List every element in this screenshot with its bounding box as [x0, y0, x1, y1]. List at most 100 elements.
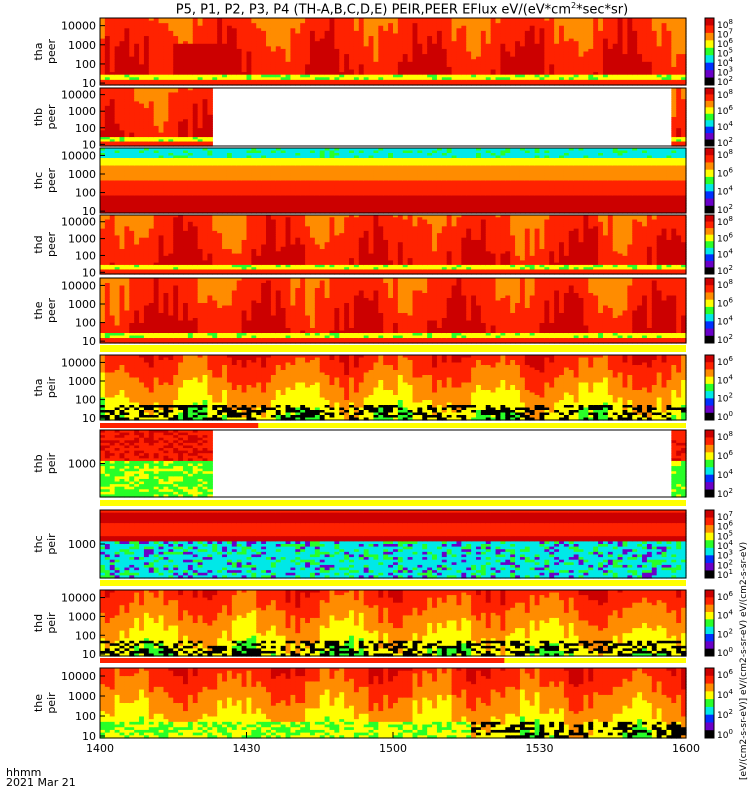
spectrogram-thc-peir	[100, 510, 687, 579]
y-tick-label: 100	[75, 629, 96, 642]
status-strip	[100, 500, 686, 506]
colorbar-unit-label: [eV/(cm2-s-sr-eV)] eV/(cm2-s-sr-eV) eV/(…	[739, 542, 749, 780]
y-axis: 10000 1000 100 10 the peer	[32, 279, 105, 348]
spectrogram-tha-peir	[100, 355, 687, 421]
colorbar-tick-label: 107	[717, 510, 733, 523]
colorbar-tick-label: 106	[717, 449, 733, 462]
x-tick-label: 1500	[379, 742, 407, 755]
y-axis: 1000 thb peir	[32, 452, 105, 474]
y-tick-label: 100	[75, 710, 96, 723]
date-label: 2021 Mar 21	[6, 776, 76, 789]
probe-label: the	[32, 694, 45, 712]
instrument-label: peer	[45, 298, 58, 324]
panel-frame	[99, 17, 687, 86]
colorbar: 106 104 102 100	[704, 354, 733, 423]
colorbar-tick-label: 106	[717, 166, 733, 179]
colorbar-tick-label: 100	[717, 728, 733, 741]
colorbar-tick-label: 102	[717, 75, 733, 88]
colorbar-tick-label: 108	[717, 148, 733, 161]
colorbar-tick-label: 106	[717, 355, 733, 368]
probe-label: thb	[32, 454, 45, 472]
instrument-label: peer	[45, 232, 58, 258]
panel-frame	[99, 354, 687, 421]
colorbar-tick-label: 106	[717, 231, 733, 244]
spectrogram-tha-peer	[100, 18, 687, 86]
instrument-label: peir	[45, 452, 58, 474]
probe-label: the	[32, 301, 45, 319]
y-tick-label: 1000	[68, 298, 96, 311]
colorbar-tick-label: 106	[717, 104, 733, 117]
probe-label: tha	[32, 378, 45, 396]
colorbar-tick-label: 104	[717, 56, 733, 69]
y-tick-label: 100	[75, 317, 96, 330]
status-strip	[100, 658, 686, 663]
y-tick-label: 1000	[68, 458, 96, 471]
colorbar-tick-label: 106	[717, 37, 733, 50]
colorbar-tick-label: 101	[717, 568, 733, 581]
colorbar-tick-label: 102	[717, 627, 733, 640]
y-tick-label: 10	[82, 205, 96, 218]
panel-frame	[99, 87, 687, 147]
colorbar-tick-label: 105	[717, 47, 733, 60]
y-tick-label: 1000	[68, 538, 96, 551]
colorbar: 106 104 102 100	[704, 667, 733, 741]
probe-label: thd	[32, 235, 45, 253]
y-axis: 10000 1000 100 10 thb peer	[32, 89, 105, 151]
colorbar-tick-label: 104	[717, 539, 733, 552]
colorbar-tick-label: 104	[717, 315, 733, 328]
y-tick-label: 10000	[61, 592, 96, 605]
spectrogram-the-peer	[100, 278, 687, 344]
colorbar-tick-label: 104	[717, 373, 733, 386]
y-tick-label: 10	[82, 648, 96, 661]
colorbar-tick-label: 102	[717, 264, 733, 277]
spectrogram-thb-peir	[100, 430, 687, 498]
y-tick-label: 10000	[61, 149, 96, 162]
instrument-label: peer	[45, 104, 58, 130]
y-axis: 10000 1000 100 10 thd peir	[32, 592, 105, 661]
colorbar-tick-label: 104	[717, 688, 733, 701]
colorbar-tick-label: 102	[717, 708, 733, 721]
status-strip	[100, 580, 686, 586]
y-tick-label: 10000	[61, 216, 96, 229]
y-tick-label: 10000	[61, 20, 96, 33]
spectrogram-thd-peer	[100, 215, 687, 275]
x-tick-label: 1600	[672, 742, 700, 755]
colorbar-tick-label: 102	[717, 136, 733, 149]
spectrogram-thb-peer	[100, 88, 687, 147]
y-tick-label: 10	[82, 266, 96, 279]
y-tick-label: 100	[75, 58, 96, 71]
y-tick-label: 1000	[68, 168, 96, 181]
y-axis: 10000 1000 100 10 tha peir	[32, 356, 105, 425]
y-tick-label: 10	[82, 412, 96, 425]
y-axis: 10000 1000 100 10 the peir	[32, 670, 105, 743]
colorbar-tick-label: 108	[717, 430, 733, 443]
y-tick-label: 100	[75, 249, 96, 262]
y-axis: 10000 1000 100 10 thc peer	[32, 149, 105, 218]
colorbar-tick-label: 106	[717, 296, 733, 309]
spectrogram-thc-peer	[100, 148, 687, 214]
colorbar-tick-label: 103	[717, 66, 733, 79]
y-axis: 1000 thc peir	[32, 533, 105, 555]
x-tick-label: 1400	[86, 742, 114, 755]
colorbar-tick-label: 103	[717, 549, 733, 562]
y-tick-label: 1000	[68, 375, 96, 388]
colorbar-tick-label: 104	[717, 468, 733, 481]
instrument-label: peir	[45, 376, 58, 398]
colorbar: 108 106 104 102	[704, 429, 733, 500]
colorbar-tick-label: 108	[717, 278, 733, 291]
colorbar: 108 106 104 102	[704, 87, 733, 149]
colorbar-tick-label: 107	[717, 28, 733, 41]
y-tick-label: 100	[75, 187, 96, 200]
x-tick-label: 1430	[233, 742, 261, 755]
y-axis: 10000 1000 100 10 tha peer	[32, 20, 105, 90]
colorbar: 108 106 104 102	[704, 214, 733, 277]
colorbar-tick-label: 106	[717, 590, 733, 603]
colorbar-tick-label: 108	[717, 88, 733, 101]
spectrogram-thd-peir	[100, 590, 687, 657]
colorbar-tick-label: 100	[717, 646, 733, 659]
colorbar-tick-label: 100	[717, 410, 733, 423]
colorbar-tick-label: 108	[717, 215, 733, 228]
colorbar-tick-label: 102	[717, 487, 733, 500]
